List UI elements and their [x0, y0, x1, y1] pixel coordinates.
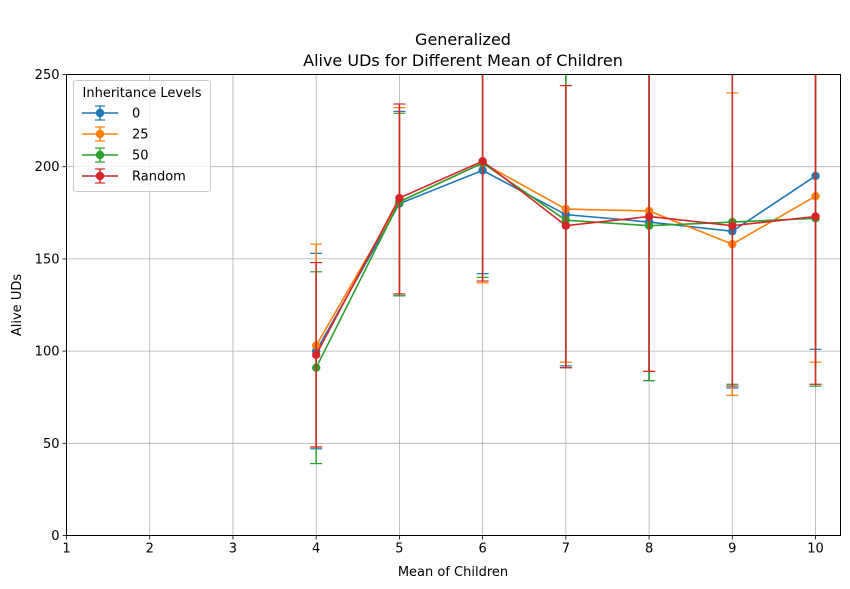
y-tick-label: 250	[35, 68, 60, 83]
legend-label: 50	[132, 149, 149, 164]
x-tick-label: 6	[478, 542, 486, 557]
legend-swatch-marker	[95, 171, 105, 181]
x-tick-label: 4	[312, 542, 320, 557]
data-point	[478, 156, 487, 166]
y-ticks: 0 50 100 150 200 250	[35, 68, 67, 544]
x-tick-label: 8	[645, 542, 653, 557]
chart-title: Generalized	[415, 30, 511, 49]
x-tick-label: 5	[395, 542, 403, 557]
legend-label: Random	[132, 170, 186, 185]
x-tick-label: 7	[562, 542, 570, 557]
data-point	[395, 193, 404, 203]
legend-title: Inheritance Levels	[83, 86, 202, 101]
x-tick-label: 1	[62, 542, 70, 557]
data-point	[728, 221, 737, 230]
series-layer	[310, 74, 822, 465]
series-Random	[310, 74, 822, 448]
y-axis-label: Alive UDs	[10, 274, 25, 336]
data-point	[644, 212, 654, 221]
y-tick-label: 150	[35, 252, 60, 267]
x-tick-label: 9	[728, 542, 736, 557]
legend-item-Random: Random	[82, 168, 186, 185]
data-point	[311, 350, 321, 359]
legend: Inheritance Levels 0 25 50 Random	[73, 80, 211, 192]
data-point	[561, 221, 571, 230]
y-tick-label: 200	[35, 160, 60, 175]
x-axis-label: Mean of Children	[398, 565, 508, 580]
x-tick-label: 3	[229, 542, 237, 557]
legend-label: 25	[132, 128, 149, 143]
legend-swatch-marker	[95, 150, 105, 160]
axes-frame	[66, 74, 841, 536]
x-tick-label: 10	[807, 542, 824, 557]
legend-box	[73, 80, 211, 192]
y-tick-label: 0	[51, 529, 59, 544]
legend-item-50: 50	[82, 147, 149, 164]
legend-label: 0	[132, 107, 140, 122]
y-tick-label: 50	[43, 437, 60, 452]
x-tick-label: 2	[146, 542, 154, 557]
y-tick-label: 100	[35, 345, 60, 360]
chart-subtitle: Alive UDs for Different Mean of Children	[303, 51, 623, 70]
legend-swatch-marker	[95, 108, 105, 118]
x-ticks: 1 2 3 4 5 6 7 8 9 10	[62, 535, 824, 557]
data-point	[811, 212, 820, 221]
legend-item-25: 25	[82, 126, 149, 143]
legend-items: 0 25 50 Random	[82, 105, 186, 185]
legend-item-0: 0	[82, 105, 140, 122]
legend-swatch-marker	[95, 129, 105, 139]
